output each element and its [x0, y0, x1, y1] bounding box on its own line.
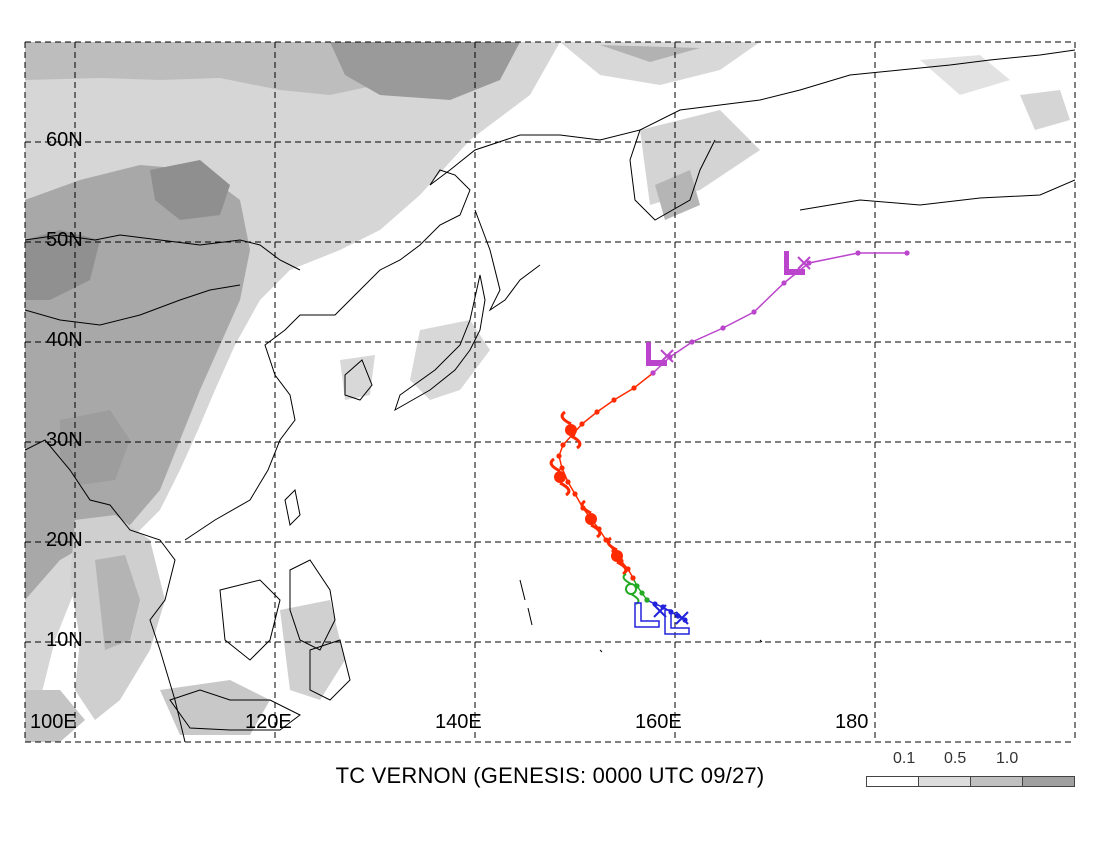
- track-point: [689, 339, 695, 345]
- track-point: [904, 250, 910, 256]
- lat-label-50n: 50N: [46, 229, 83, 251]
- track-point: [630, 575, 636, 581]
- legend-label-0-5: 0.5: [944, 750, 967, 767]
- position-cross: [653, 604, 667, 618]
- position-cross: [660, 349, 674, 363]
- track-point: [639, 590, 645, 596]
- track-point: [720, 325, 726, 331]
- extratropical-symbol: [784, 251, 805, 275]
- track-point: [631, 385, 637, 391]
- track-point: [556, 453, 562, 459]
- low-symbol: [634, 602, 660, 628]
- track-point: [572, 491, 578, 497]
- lat-label-60n: 60N: [46, 129, 83, 151]
- legend-label-1-0: 1.0: [996, 750, 1019, 767]
- track-point: [579, 421, 585, 427]
- lat-label-10n: 10N: [46, 629, 83, 651]
- lat-label-30n: 30N: [46, 429, 83, 451]
- track-point: [565, 479, 571, 485]
- track-point: [560, 442, 566, 448]
- position-cross: [675, 611, 689, 625]
- track-point: [781, 280, 787, 286]
- lon-label-140e: 140E: [435, 711, 482, 733]
- terrain-shading: [25, 42, 1070, 742]
- track-point: [594, 409, 600, 415]
- storm-track: [549, 250, 910, 635]
- legend-swatch-2: [918, 776, 971, 787]
- track-point: [751, 309, 757, 315]
- typhoon-symbol: [560, 410, 582, 450]
- legend-swatch-3: [970, 776, 1023, 787]
- track-point: [855, 250, 861, 256]
- track-line-storm: [632, 577, 648, 601]
- track-point: [611, 397, 617, 403]
- typhoon-symbol: [549, 457, 571, 497]
- lat-label-40n: 40N: [46, 329, 83, 351]
- typhoon-symbol: [606, 536, 628, 576]
- map-title: TC VERNON (GENESIS: 0000 UTC 09/27): [335, 763, 765, 788]
- typhoon-symbol: [580, 499, 602, 539]
- legend-label-0-1: 0.1: [893, 750, 916, 767]
- track-point: [806, 260, 812, 266]
- lon-label-120e: 120E: [245, 711, 292, 733]
- track-point: [559, 465, 565, 471]
- low-symbol: [664, 609, 690, 635]
- track-point: [644, 597, 650, 603]
- legend-swatch-1: [866, 776, 919, 787]
- graticule: [24, 41, 1076, 743]
- lon-label-100e: 100E: [30, 711, 77, 733]
- lat-label-20n: 20N: [46, 529, 83, 551]
- track-point: [650, 370, 656, 376]
- position-cross: [797, 256, 811, 270]
- lon-label-160e: 160E: [635, 711, 682, 733]
- legend-swatch-4: [1022, 776, 1075, 787]
- lon-label-180: 180: [835, 711, 869, 733]
